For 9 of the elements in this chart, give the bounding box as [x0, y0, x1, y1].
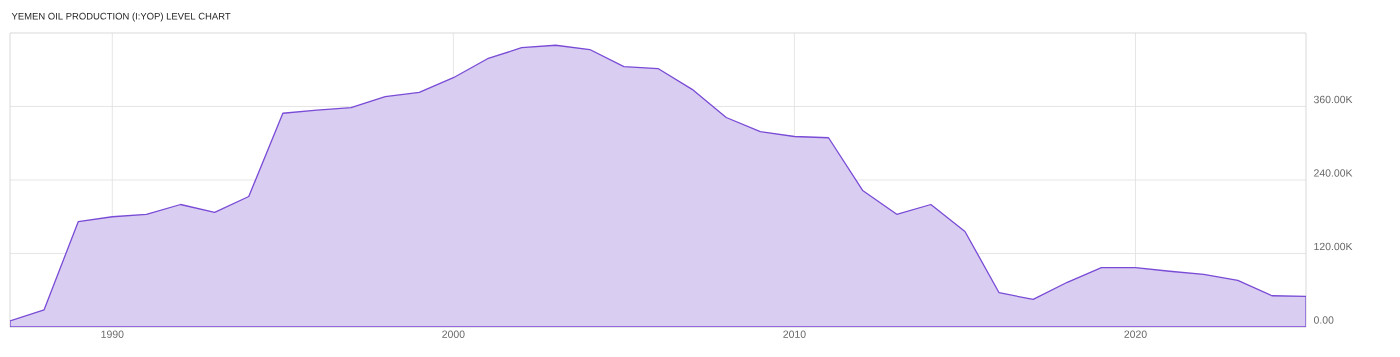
chart-title: YEMEN OIL PRODUCTION (I:YOP) LEVEL CHART [11, 12, 231, 22]
y-tick-label: 0.00 [1313, 316, 1334, 324]
x-tick-label: 2000 [442, 330, 465, 338]
x-tick-label: 1990 [101, 330, 124, 338]
y-tick-label: 120.00K [1314, 242, 1353, 251]
x-tick-label: 2010 [783, 330, 806, 338]
y-tick-label: 360.00K [1313, 95, 1353, 104]
x-tick-label: 2020 [1124, 330, 1147, 338]
y-tick-label: 240.00K [1314, 169, 1353, 177]
